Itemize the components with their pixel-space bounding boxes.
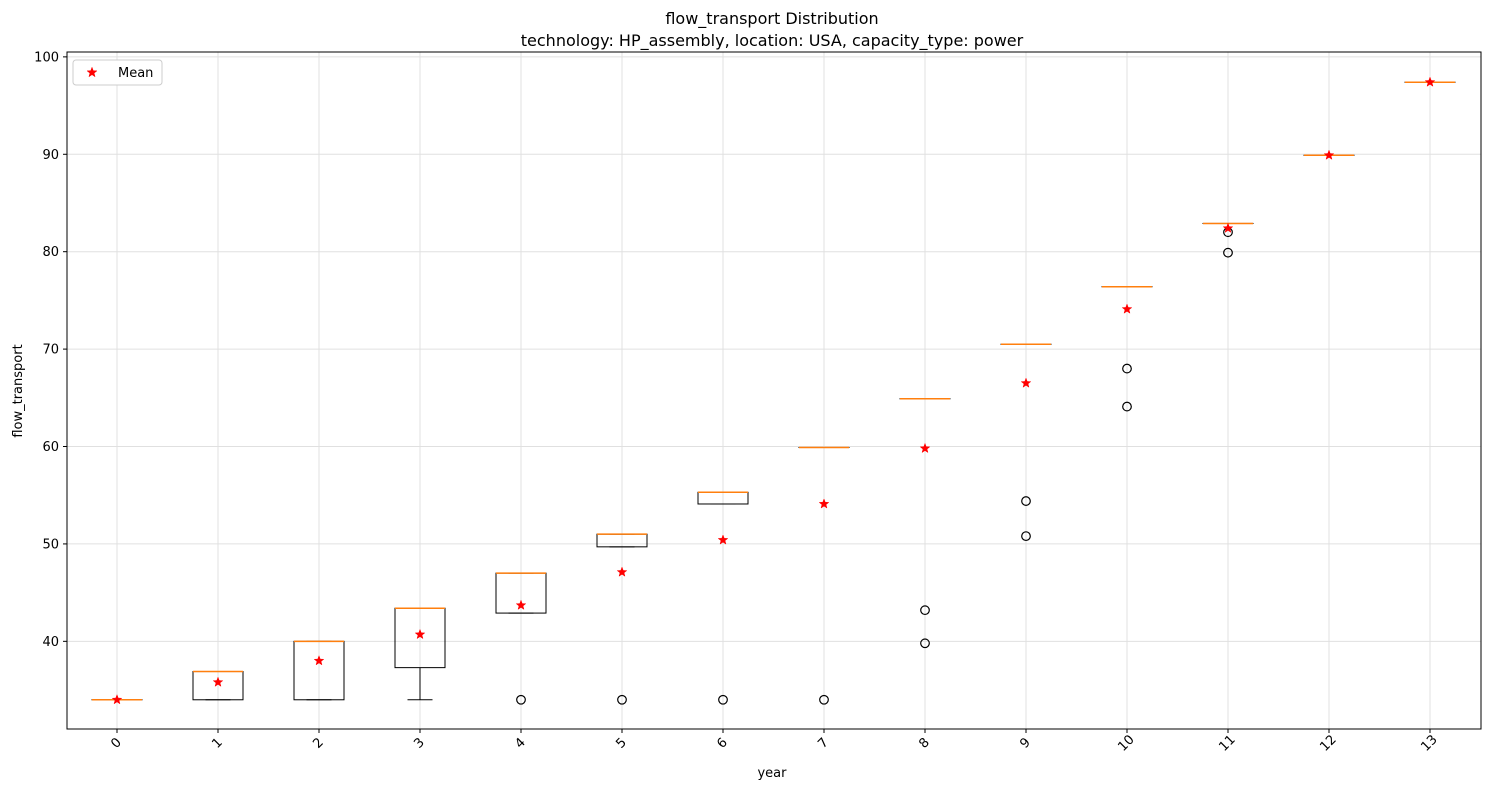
box-year-12 <box>1303 149 1355 160</box>
y-tick-label: 80 <box>42 245 59 260</box>
outlier-point <box>1223 247 1233 258</box>
x-tick-label: 3 <box>411 735 427 751</box>
mean-marker <box>414 628 426 640</box>
box-year-13 <box>1404 76 1456 87</box>
mean-marker <box>616 566 628 577</box>
y-axis-label: flow_transport <box>11 344 26 437</box>
y-axis-ticks: 40 50 60 70 80 90 100 <box>34 50 67 650</box>
y-tick-label: 100 <box>34 50 59 65</box>
mean-marker <box>313 655 325 666</box>
outlier-point <box>1021 496 1031 506</box>
x-tick-label: 7 <box>815 735 831 751</box>
outlier-point <box>1122 401 1132 412</box>
mean-marker <box>1222 222 1234 233</box>
legend-frame <box>72 59 163 86</box>
y-tick-label: 50 <box>42 537 59 552</box>
x-tick-label: 4 <box>512 735 528 751</box>
mean-marker <box>818 498 830 509</box>
x-tick-label: 12 <box>1317 732 1339 754</box>
chart-title: flow_transport Distribution <box>665 9 878 29</box>
box-year-1 <box>192 670 244 701</box>
box-year-9 <box>1000 343 1052 542</box>
x-tick-label: 10 <box>1115 732 1137 754</box>
x-tick-label: 1 <box>209 735 225 751</box>
outlier-point <box>819 694 829 705</box>
box-year-6 <box>697 491 749 705</box>
y-tick-label: 90 <box>42 148 59 163</box>
outlier-point <box>617 694 627 705</box>
legend: Mean <box>72 59 163 86</box>
x-tick-label: 6 <box>714 735 730 751</box>
y-tick-label: 40 <box>42 635 59 650</box>
plot-area <box>91 76 1456 705</box>
box-year-0 <box>91 694 143 705</box>
box-year-7 <box>798 446 850 705</box>
outlier-point <box>516 694 526 705</box>
mean-marker <box>111 694 123 705</box>
outlier-point <box>920 605 930 616</box>
x-tick-label: 0 <box>108 735 124 751</box>
mean-marker <box>1323 149 1335 160</box>
grid-lines <box>67 52 1481 729</box>
x-axis-ticks: 0 1 2 3 4 5 6 7 8 9 10 11 12 13 <box>108 729 1441 755</box>
box-year-2 <box>293 640 345 701</box>
box-year-3 <box>394 607 446 701</box>
mean-marker <box>515 599 527 610</box>
mean-marker <box>1424 76 1436 87</box>
x-tick-label: 11 <box>1216 732 1238 754</box>
outlier-point <box>920 638 930 649</box>
legend-star-icon <box>86 66 98 78</box>
mean-marker <box>212 676 224 687</box>
y-tick-label: 60 <box>42 440 59 455</box>
x-tick-label: 2 <box>310 735 326 751</box>
legend-mean-label: Mean <box>118 66 153 81</box>
box-year-4 <box>495 572 547 705</box>
mean-marker <box>1020 377 1032 388</box>
box-year-5 <box>596 533 648 705</box>
mean-marker <box>1121 303 1133 314</box>
x-axis-label: year <box>757 766 787 781</box>
outlier-point <box>1021 531 1031 542</box>
box-year-10 <box>1101 286 1153 412</box>
outlier-point <box>718 694 728 705</box>
box-year-8 <box>899 398 951 649</box>
x-tick-label: 9 <box>1017 735 1033 751</box>
plot-frame <box>66 51 1482 730</box>
legend-mean-marker <box>86 66 98 78</box>
mean-marker <box>919 442 931 454</box>
chart-subtitle: technology: HP_assembly, location: USA, … <box>521 31 1024 51</box>
x-tick-label: 8 <box>916 735 932 751</box>
mean-marker <box>717 534 729 545</box>
y-tick-label: 70 <box>42 343 59 358</box>
box-year-11 <box>1202 222 1254 258</box>
x-tick-label: 5 <box>613 735 629 751</box>
outlier-point <box>1122 363 1132 374</box>
x-tick-label: 13 <box>1418 732 1440 754</box>
